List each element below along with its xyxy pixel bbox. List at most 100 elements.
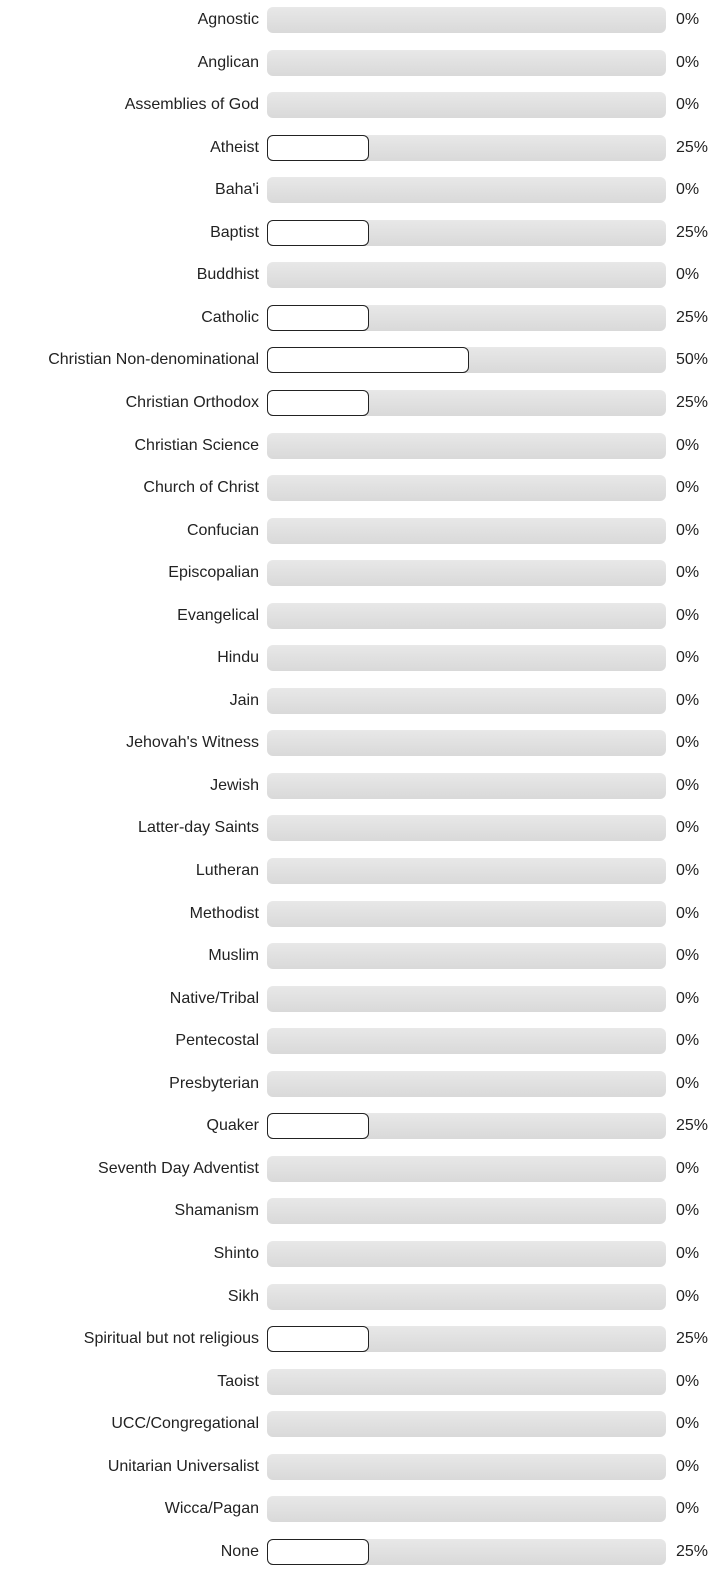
category-label: Catholic — [201, 308, 259, 326]
bar-track — [267, 304, 666, 331]
bar-track — [267, 1326, 666, 1353]
category-label: Seventh Day Adventist — [98, 1159, 259, 1177]
value-label: 0% — [676, 734, 700, 752]
value-label: 0% — [676, 819, 700, 837]
category-label: Jehovah's Witness — [126, 734, 259, 752]
category-label: Jain — [229, 691, 259, 709]
category-label: Assemblies of God — [124, 96, 259, 114]
bar-track — [267, 92, 666, 119]
bar-row: Shamanism 0% — [0, 1198, 715, 1240]
bar-row: Quaker 25% — [0, 1113, 715, 1155]
value-label: 0% — [676, 947, 700, 965]
bar-row: Buddhist 0% — [0, 262, 715, 304]
value-label: 0% — [676, 989, 700, 1007]
bar-fill — [267, 304, 369, 331]
value-label: 25% — [676, 1542, 709, 1560]
category-label: Latter-day Saints — [138, 819, 259, 837]
category-label: None — [220, 1542, 259, 1560]
bar-row: Baha'i 0% — [0, 177, 715, 219]
category-label: Lutheran — [195, 862, 259, 879]
bar-track — [267, 1538, 666, 1565]
bar-fill — [267, 1538, 369, 1565]
bar-row: Jain 0% — [0, 687, 715, 730]
value-label: 50% — [676, 351, 709, 369]
value-label: 0% — [676, 1074, 700, 1092]
category-label: Shinto — [213, 1244, 259, 1262]
bar-row: Anglican 0% — [0, 49, 715, 92]
bar-fill — [267, 219, 369, 246]
bar-row: Catholic 25% — [0, 304, 715, 347]
category-label: Christian Orthodox — [125, 393, 259, 411]
value-label: 0% — [676, 564, 700, 582]
category-label: Presbyterian — [169, 1074, 259, 1092]
category-label: Episcopalian — [168, 564, 259, 582]
bar-fill — [267, 134, 369, 161]
category-label: Hindu — [217, 649, 259, 667]
value-label: 0% — [676, 521, 700, 539]
bar-row: Christian Non-denominational 50% — [0, 347, 715, 389]
bar-track — [267, 815, 666, 842]
bar-row: Hindu 0% — [0, 645, 715, 687]
category-label: Buddhist — [196, 266, 259, 284]
value-label: 0% — [676, 479, 700, 497]
bar-row: Pentecostal 0% — [0, 1028, 715, 1070]
value-label: 0% — [676, 11, 700, 28]
bar-track — [267, 389, 666, 416]
bar-row: Muslim 0% — [0, 943, 715, 985]
bar-row: Lutheran 0% — [0, 858, 715, 900]
bar-row: Seventh Day Adventist 0% — [0, 1155, 715, 1198]
bar-track — [267, 347, 666, 374]
bar-track — [267, 1411, 666, 1438]
bar-row: Latter-day Saints 0% — [0, 815, 715, 857]
bar-fill — [267, 347, 469, 374]
bar-track — [267, 1368, 666, 1395]
bar-track — [267, 177, 666, 204]
bar-row: Christian Orthodox 25% — [0, 389, 715, 432]
bar-track — [267, 1496, 666, 1523]
category-label: Baptist — [210, 223, 259, 241]
bar-track — [267, 1070, 666, 1097]
bar-track — [267, 730, 666, 757]
bar-track — [267, 943, 666, 970]
value-label: 25% — [676, 223, 709, 241]
category-label: Sikh — [227, 1287, 259, 1305]
value-label: 25% — [676, 1117, 709, 1135]
bar-track — [267, 219, 666, 246]
value-label: 0% — [676, 181, 700, 199]
category-label: UCC/Congregational — [111, 1415, 259, 1433]
bar-row: Spiritual but not religious 25% — [0, 1326, 715, 1368]
value-label: 0% — [676, 1159, 700, 1177]
bar-track — [267, 858, 666, 884]
bar-row: Evangelical 0% — [0, 602, 715, 645]
bar-row: Jehovah's Witness 0% — [0, 730, 715, 772]
value-label: 0% — [676, 1287, 700, 1305]
category-label: Church of Christ — [143, 479, 259, 497]
category-label: Taoist — [217, 1372, 259, 1390]
bar-fill — [267, 389, 369, 416]
bar-row: Episcopalian 0% — [0, 560, 715, 602]
value-label: 0% — [676, 436, 700, 454]
bar-track — [267, 645, 666, 672]
bar-row: Baptist 25% — [0, 219, 715, 262]
bar-track — [267, 900, 666, 927]
category-label: Jewish — [210, 776, 259, 794]
category-label: Native/Tribal — [169, 989, 259, 1007]
bar-row: Native/Tribal 0% — [0, 985, 715, 1028]
category-label: Pentecostal — [175, 1032, 259, 1050]
bar-row: Christian Science 0% — [0, 432, 715, 475]
category-label: Christian Non-denominational — [48, 351, 259, 369]
bar-track — [267, 687, 666, 714]
bar-track — [267, 1283, 666, 1310]
value-label: 0% — [676, 1032, 700, 1050]
bar-track — [267, 134, 666, 161]
bar-track — [267, 772, 666, 799]
bar-fill — [267, 1113, 369, 1140]
bar-track — [267, 49, 666, 76]
value-label: 0% — [676, 862, 700, 879]
bar-row: Unitarian Universalist 0% — [0, 1453, 715, 1496]
value-label: 0% — [676, 649, 700, 667]
value-label: 25% — [676, 308, 709, 326]
bar-row: Jewish 0% — [0, 772, 715, 815]
bar-track — [267, 475, 666, 502]
